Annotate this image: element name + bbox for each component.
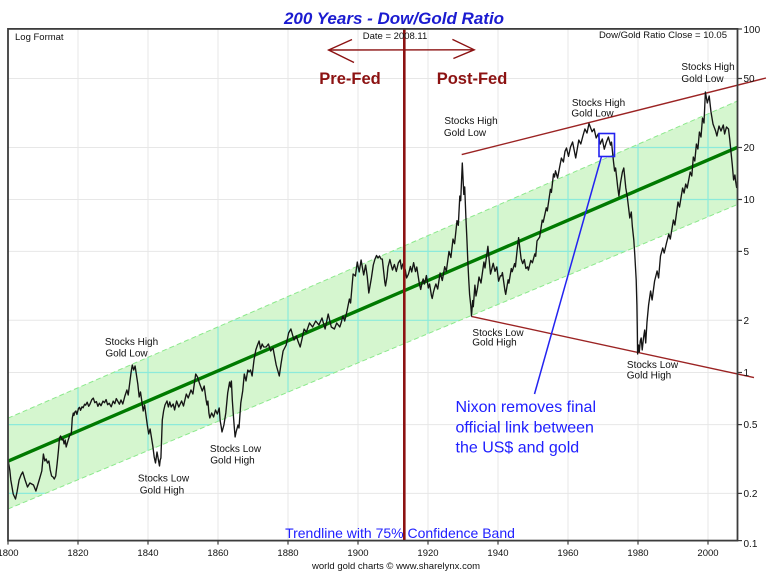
svg-text:2: 2 <box>744 316 750 327</box>
svg-text:50: 50 <box>744 74 756 85</box>
svg-text:Trendline with 75% Confidence: Trendline with 75% Confidence Band <box>285 525 515 541</box>
svg-text:10: 10 <box>744 195 756 206</box>
svg-text:Gold High: Gold High <box>627 371 671 382</box>
svg-text:Stocks Low: Stocks Low <box>472 328 524 339</box>
svg-text:0.5: 0.5 <box>744 420 758 431</box>
svg-text:Stocks High: Stocks High <box>444 116 497 127</box>
svg-text:1880: 1880 <box>277 548 298 559</box>
svg-text:Post-Fed: Post-Fed <box>437 70 508 88</box>
svg-text:world gold charts © www.sharel: world gold charts © www.sharelynx.com <box>311 561 480 572</box>
svg-text:20: 20 <box>744 143 756 154</box>
svg-text:the US$ and gold: the US$ and gold <box>456 440 580 457</box>
svg-text:1860: 1860 <box>207 548 228 559</box>
svg-text:1800: 1800 <box>0 548 19 559</box>
svg-text:Gold Low: Gold Low <box>571 109 614 120</box>
svg-text:Gold High: Gold High <box>140 486 184 497</box>
svg-text:Stocks Low: Stocks Low <box>210 444 262 455</box>
svg-text:0.2: 0.2 <box>744 489 758 500</box>
svg-text:5: 5 <box>744 247 750 258</box>
svg-text:Stocks Low: Stocks Low <box>138 474 190 485</box>
svg-text:Stocks High: Stocks High <box>105 337 158 348</box>
svg-text:Gold Low: Gold Low <box>105 349 148 360</box>
svg-text:Stocks High: Stocks High <box>572 98 625 109</box>
svg-text:1: 1 <box>744 368 750 379</box>
svg-text:Pre-Fed: Pre-Fed <box>319 70 380 88</box>
svg-text:1980: 1980 <box>627 548 648 559</box>
svg-text:Nixon removes final: Nixon removes final <box>456 399 597 416</box>
svg-text:200 Years - Dow/Gold Ratio: 200 Years - Dow/Gold Ratio <box>283 9 504 28</box>
svg-text:1920: 1920 <box>417 548 438 559</box>
svg-text:2000: 2000 <box>697 548 718 559</box>
svg-text:1840: 1840 <box>137 548 158 559</box>
svg-text:Gold High: Gold High <box>472 338 516 349</box>
svg-text:Gold Low: Gold Low <box>444 128 487 139</box>
svg-text:official link between: official link between <box>456 420 594 437</box>
svg-text:Gold Low: Gold Low <box>681 74 724 85</box>
svg-text:100: 100 <box>744 25 761 36</box>
svg-text:Gold High: Gold High <box>210 456 254 467</box>
svg-text:Date = 2008.11: Date = 2008.11 <box>363 31 428 42</box>
svg-text:0.1: 0.1 <box>744 539 758 550</box>
svg-text:Stocks High: Stocks High <box>681 62 734 73</box>
svg-text:1820: 1820 <box>67 548 88 559</box>
svg-text:1940: 1940 <box>487 548 508 559</box>
svg-text:1900: 1900 <box>347 548 368 559</box>
svg-text:Log Format: Log Format <box>15 32 64 43</box>
svg-text:Stocks Low: Stocks Low <box>627 360 679 371</box>
svg-text:Dow/Gold Ratio Close = 10.05: Dow/Gold Ratio Close = 10.05 <box>599 30 727 41</box>
svg-text:1960: 1960 <box>557 548 578 559</box>
